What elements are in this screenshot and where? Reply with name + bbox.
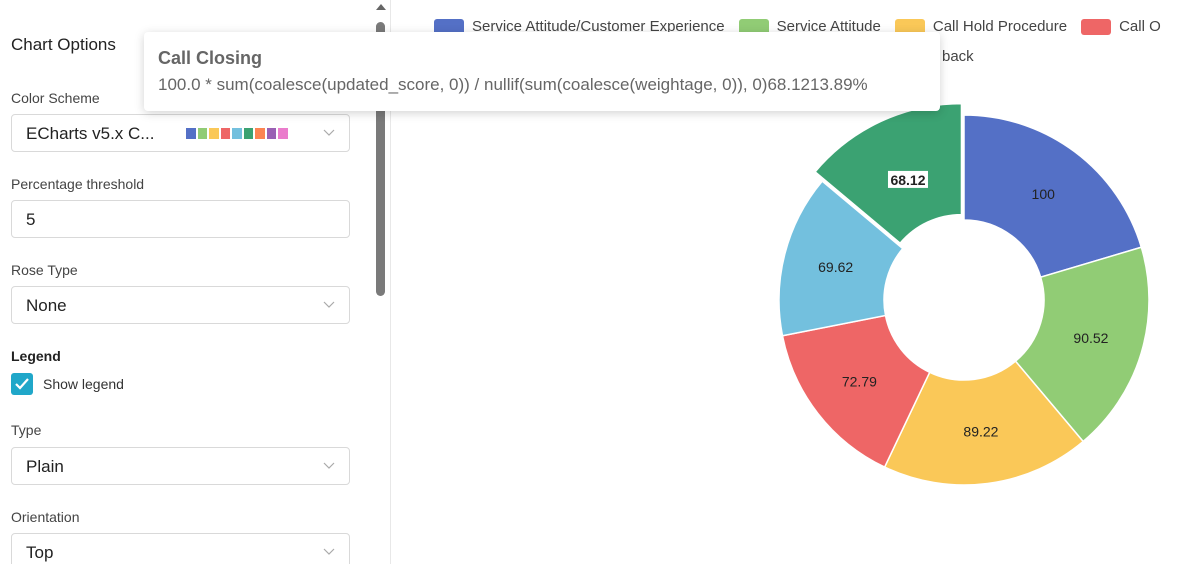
color-scheme-value: ECharts v5.x C... — [26, 124, 155, 143]
legend-item[interactable]: Service Attitude — [738, 18, 881, 35]
panel-title: Chart Options — [11, 35, 116, 54]
percentage-threshold-label: Percentage threshold — [11, 176, 145, 192]
chart-tooltip: Call Closing 100.0 * sum(coalesce(update… — [144, 32, 940, 111]
slice-label: 68.12 — [890, 172, 925, 188]
legend-item-partial[interactable]: back — [942, 48, 974, 65]
chart-legend: Service Attitude/Customer Experience Serv… — [434, 18, 1161, 35]
color-swatch — [197, 128, 207, 139]
color-scheme-swatches — [186, 128, 288, 139]
tooltip-body: 100.0 * sum(coalesce(updated_score, 0)) … — [158, 75, 868, 94]
percentage-threshold-value: 5 — [26, 210, 36, 229]
color-swatch — [232, 128, 242, 139]
scroll-up-arrow-icon[interactable] — [376, 4, 386, 10]
color-swatch — [255, 128, 265, 139]
legend-swatch — [434, 18, 464, 35]
pie-slice[interactable] — [781, 314, 931, 469]
chevron-down-icon — [323, 462, 335, 469]
tooltip-title: Call Closing — [158, 48, 263, 68]
color-swatch — [278, 128, 288, 139]
legend-label: Call O — [1119, 18, 1161, 35]
show-legend-label: Show legend — [43, 376, 124, 392]
color-swatch — [266, 128, 276, 139]
orientation-select[interactable]: Top — [11, 533, 350, 564]
color-swatch — [220, 128, 230, 139]
pie-slice[interactable] — [963, 114, 1143, 279]
color-swatch — [209, 128, 219, 139]
rose-type-select[interactable]: None — [11, 286, 350, 324]
color-swatch — [243, 128, 253, 139]
percentage-threshold-input[interactable]: 5 — [11, 200, 350, 238]
legend-swatch — [1081, 18, 1112, 35]
type-label: Type — [11, 422, 42, 438]
chevron-down-icon — [323, 301, 335, 308]
pie-slice[interactable] — [778, 180, 904, 337]
show-legend-checkbox[interactable] — [11, 373, 33, 395]
rose-type-label: Rose Type — [11, 262, 78, 278]
legend-section-title: Legend — [11, 348, 61, 364]
legend-item[interactable]: Call Hold Procedure — [894, 18, 1068, 35]
legend-item[interactable]: Call O — [1081, 18, 1161, 35]
legend-swatch — [738, 18, 769, 35]
legend-item[interactable]: Service Attitude/Customer Experience — [434, 18, 725, 35]
slice-label-highlight — [887, 170, 928, 188]
color-scheme-select[interactable]: ECharts v5.x C... — [11, 114, 350, 152]
color-scheme-label: Color Scheme — [11, 90, 100, 106]
chevron-down-icon — [323, 548, 335, 555]
rose-type-value: None — [26, 296, 67, 315]
donut-chart[interactable]: 100 90.52 89.22 72.79 69.62 68.12 — [760, 100, 1170, 500]
type-select[interactable]: Plain — [11, 447, 350, 485]
checkmark-icon — [15, 378, 29, 390]
scroll-thumb[interactable] — [376, 22, 385, 296]
slice-label: 89.22 — [963, 423, 998, 439]
color-swatch — [186, 128, 196, 139]
orientation-value: Top — [26, 543, 54, 562]
pie-slice[interactable] — [883, 360, 1085, 486]
type-value: Plain — [26, 457, 64, 476]
legend-swatch — [894, 18, 925, 35]
legend-label: Call Hold Procedure — [932, 18, 1068, 35]
chevron-down-icon — [323, 129, 335, 136]
slice-label: 72.79 — [842, 373, 877, 389]
panel-scrollbar[interactable] — [374, 0, 388, 564]
legend-label: Service Attitude/Customer Experience — [472, 18, 725, 35]
legend-label: Service Attitude — [776, 18, 881, 35]
orientation-label: Orientation — [11, 509, 80, 525]
slice-label: 90.52 — [1073, 330, 1108, 346]
pie-slice[interactable] — [1014, 246, 1150, 443]
slice-label: 100 — [1032, 186, 1056, 202]
slice-label: 69.62 — [818, 259, 853, 275]
